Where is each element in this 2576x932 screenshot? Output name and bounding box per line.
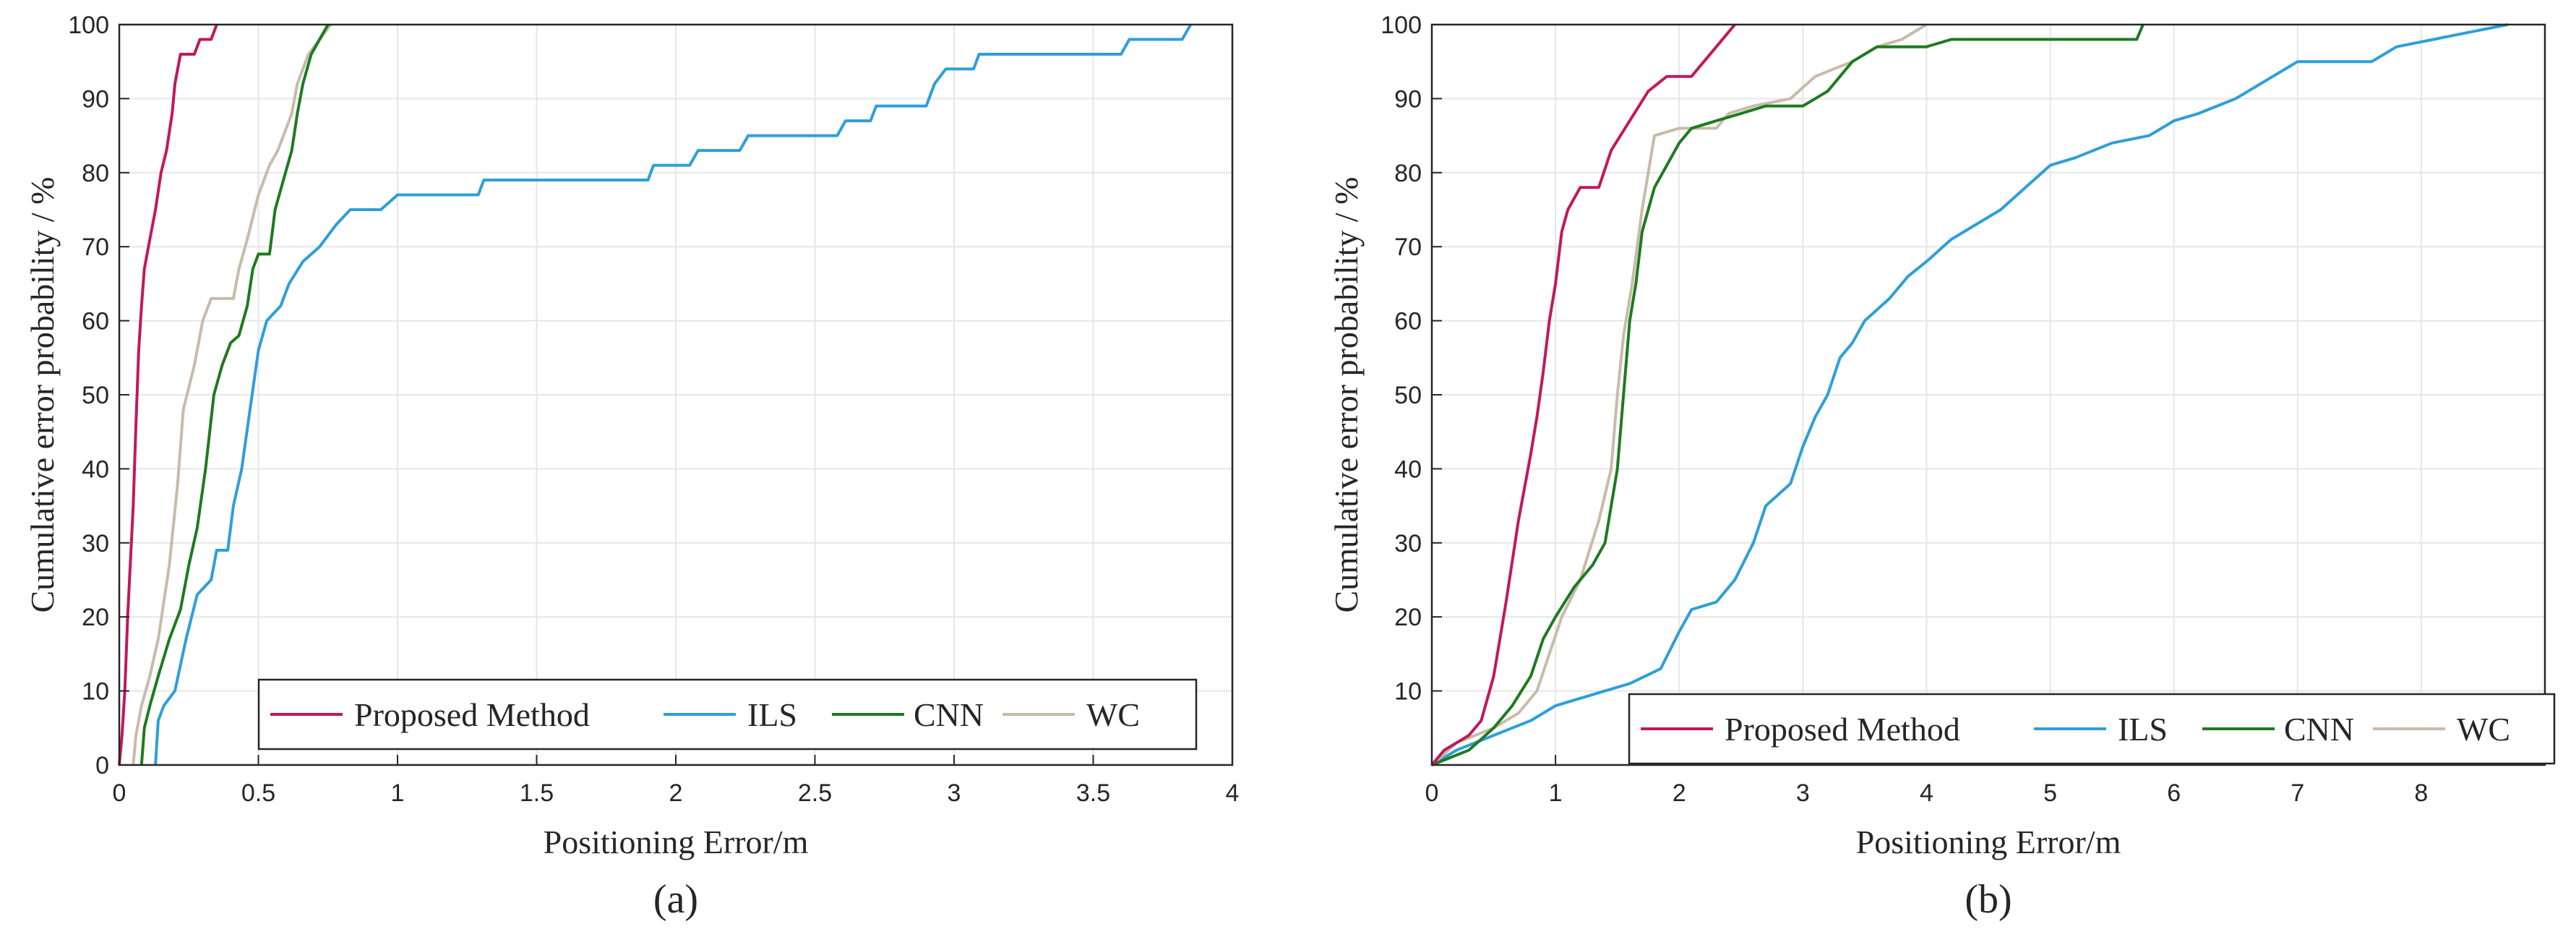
x-tick-labels-b: 0 1 2 3 4 5 6 7 8	[1425, 755, 2546, 807]
series-line-proposed-method	[1430, 23, 1736, 766]
x-tick-label: 0	[113, 779, 126, 807]
y-tick-label: 60	[82, 308, 109, 335]
legend-a: Proposed Method ILS CNN WC	[257, 678, 1198, 751]
x-tick-label: 1	[391, 779, 405, 807]
y-tick-label: 40	[1394, 456, 1422, 483]
series-group-a	[118, 23, 1193, 766]
y-tick-label: 70	[1394, 234, 1422, 261]
x-tick-label: 2	[669, 779, 683, 807]
gridlines-a	[119, 25, 1232, 765]
series-line-wc	[132, 23, 332, 766]
x-tick-label: 2.5	[798, 779, 832, 807]
x-tick-label: 0.5	[241, 779, 275, 807]
x-tick-label: 3	[948, 779, 961, 807]
x-tick-labels-a: 0 0.5 1 1.5 2 2.5 3 3.5 4	[113, 755, 1240, 807]
x-tick-label: 7	[2291, 779, 2304, 807]
panel-label-b: (b)	[1965, 877, 2012, 922]
y-tick-label: 90	[1394, 85, 1422, 113]
y-tick-label: 80	[1394, 160, 1422, 187]
y-tick-labels-b: 10 20 30 40 50 60 70 80 90 100	[1381, 12, 1442, 766]
chart-panel-a: 0 0.5 1 1.5 2 2.5 3 3.5 4 0 10 20 30 40 50 60 70 80 90 100…	[24, 12, 1239, 922]
legend-label-cnn: CNN	[2284, 711, 2354, 748]
legend-label-proposed-method: Proposed Method	[354, 696, 590, 733]
legend-label-cnn: CNN	[914, 696, 984, 733]
legend-label-ils: ILS	[2118, 711, 2168, 748]
x-tick-label: 0	[1425, 779, 1439, 807]
panel-label-a: (a)	[653, 877, 698, 922]
y-axis-label-b: Cumulative error probability / %	[1328, 177, 1365, 613]
y-tick-label: 10	[1394, 678, 1422, 706]
y-axis-label-a: Cumulative error probability / %	[24, 177, 61, 613]
y-tick-label: 70	[82, 234, 109, 261]
y-tick-label: 50	[1394, 382, 1422, 409]
y-tick-label: 0	[95, 752, 109, 779]
x-tick-label: 1.5	[520, 779, 554, 807]
legend-label-proposed-method: Proposed Method	[1725, 711, 1960, 748]
y-tick-label: 20	[1394, 604, 1422, 631]
x-tick-label: 4	[1920, 779, 1933, 807]
x-tick-label: 1	[1549, 779, 1563, 807]
x-tick-label: 4	[1226, 779, 1240, 807]
y-tick-label: 80	[82, 160, 109, 187]
series-line-ils	[1430, 23, 2509, 766]
series-line-cnn	[139, 24, 330, 766]
y-tick-label: 90	[82, 85, 109, 113]
y-tick-label: 30	[1394, 530, 1422, 557]
x-tick-label: 2	[1673, 779, 1686, 807]
legend-label-wc: WC	[1086, 696, 1140, 733]
x-axis-label-b: Positioning Error/m	[1856, 824, 2121, 860]
x-axis-label-a: Positioning Error/m	[544, 824, 809, 860]
series-line-wc	[1430, 23, 1928, 766]
y-tick-label: 10	[82, 678, 109, 706]
y-tick-label: 60	[1394, 308, 1422, 335]
y-tick-label: 30	[82, 530, 109, 557]
y-tick-label: 20	[82, 604, 109, 631]
series-group-b	[1430, 23, 2509, 766]
legend-b: Proposed Method ILS CNN WC	[1628, 693, 2556, 765]
series-line-ils	[154, 24, 1193, 766]
x-tick-label: 5	[2043, 779, 2057, 807]
series-line-proposed-method	[118, 24, 218, 766]
x-tick-label: 3.5	[1076, 779, 1110, 807]
y-tick-label: 100	[68, 12, 109, 39]
x-tick-label: 3	[1796, 779, 1810, 807]
y-tick-label: 100	[1381, 12, 1422, 39]
legend-label-ils: ILS	[747, 696, 797, 733]
y-tick-label: 50	[82, 382, 109, 409]
y-tick-label: 40	[82, 456, 109, 483]
series-line-cnn	[1431, 24, 2144, 766]
y-tick-labels-a: 0 10 20 30 40 50 60 70 80 90 100	[68, 12, 129, 779]
x-tick-label: 6	[2167, 779, 2181, 807]
x-tick-label: 8	[2414, 779, 2428, 807]
chart-panel-b: 0 1 2 3 4 5 6 7 8 10 20 30 40 50 60 70 80 90 100 Position…	[1328, 12, 2556, 922]
legend-label-wc: WC	[2457, 711, 2510, 748]
